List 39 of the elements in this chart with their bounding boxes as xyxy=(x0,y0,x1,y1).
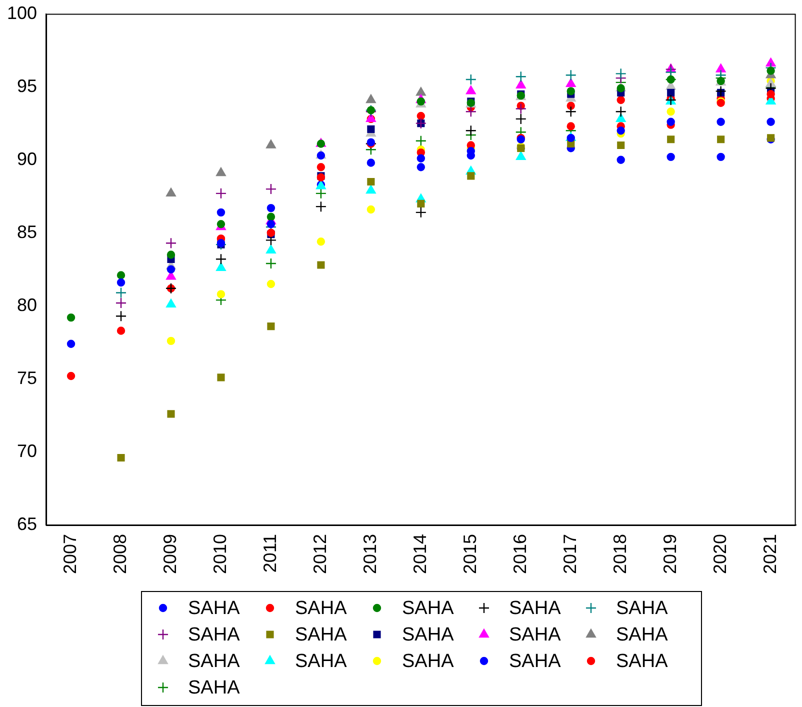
legend-label: SAHA xyxy=(616,598,668,620)
y-tick-label: 65 xyxy=(17,514,38,534)
x-tick-label: 2011 xyxy=(260,534,280,573)
x-tick-label: 2019 xyxy=(660,534,680,574)
y-tick-label: 85 xyxy=(17,222,38,242)
x-tick-label: 2021 xyxy=(760,534,780,574)
legend-label: SAHA xyxy=(295,624,348,646)
legend-label: SAHA xyxy=(402,651,454,672)
x-tick-label: 2020 xyxy=(710,534,730,574)
legend-label: SAHA xyxy=(509,598,562,620)
y-tick-label: 100 xyxy=(6,2,38,23)
y-tick-label: 80 xyxy=(17,294,38,315)
x-tick-label: 2013 xyxy=(360,534,380,574)
x-tick-label: 2017 xyxy=(560,534,580,574)
legend-label: SAHA xyxy=(295,651,348,672)
legend-label: SAHA xyxy=(509,624,562,646)
x-tick-label: 2009 xyxy=(160,534,180,574)
x-tick-label: 2010 xyxy=(210,534,230,574)
y-tick-label: 75 xyxy=(17,368,38,388)
legend-label: SAHA xyxy=(402,598,454,620)
x-tick-label: 2014 xyxy=(410,534,430,574)
legend-label: SAHA xyxy=(616,651,668,672)
legend-label: SAHA xyxy=(188,624,240,646)
legend-label: SAHA xyxy=(188,678,240,699)
legend-label: SAHA xyxy=(616,624,668,646)
x-tick-label: 2018 xyxy=(610,534,630,574)
y-tick-label: 70 xyxy=(17,440,38,461)
x-tick-label: 2012 xyxy=(310,534,330,574)
y-tick-label: 90 xyxy=(17,148,38,169)
x-tick-label: 2007 xyxy=(60,534,80,574)
x-tick-label: 2015 xyxy=(460,534,480,574)
legend-label: SAHA xyxy=(188,598,240,620)
legend-label: SAHA xyxy=(188,651,240,672)
legend-label: SAHA xyxy=(295,598,348,620)
x-tick-label: 2008 xyxy=(110,534,130,574)
legend-label: SAHA xyxy=(402,624,454,646)
legend-label: SAHA xyxy=(509,651,562,672)
x-tick-label: 2016 xyxy=(510,534,530,574)
y-tick-label: 95 xyxy=(17,76,38,96)
